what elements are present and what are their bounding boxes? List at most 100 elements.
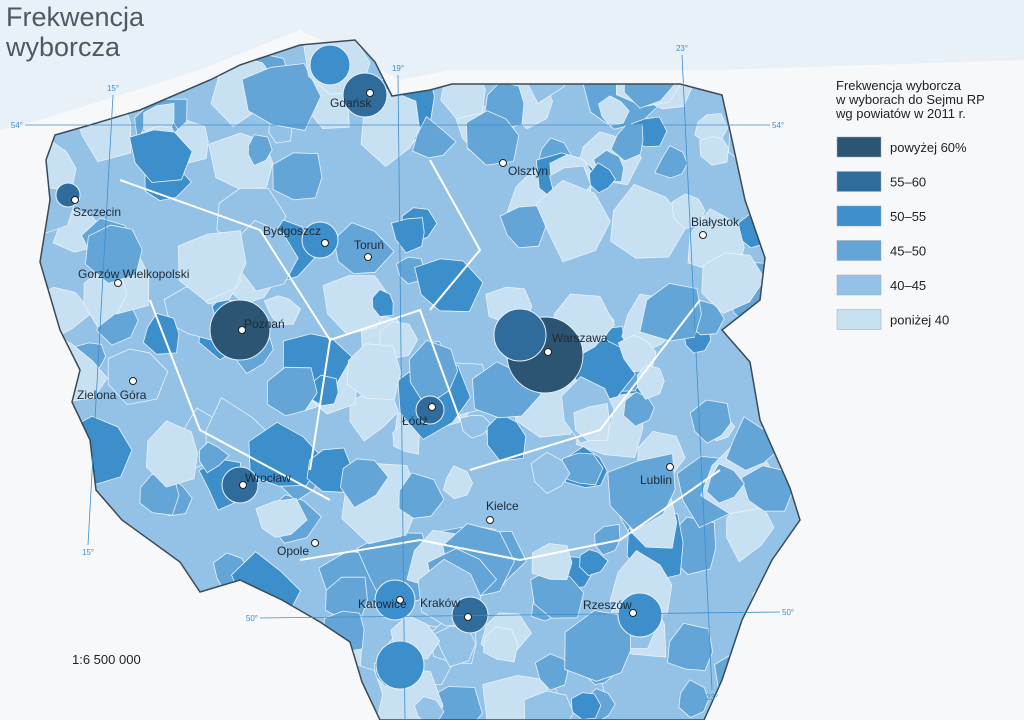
region bbox=[221, 674, 288, 720]
city-label: Białystok bbox=[691, 215, 740, 229]
region bbox=[678, 679, 709, 719]
region bbox=[195, 590, 229, 623]
title-line: Frekwencja bbox=[6, 2, 145, 32]
city-label: Gorzów Wielkopolski bbox=[78, 267, 189, 281]
city-label: Toruń bbox=[354, 238, 384, 252]
region bbox=[375, 640, 425, 690]
region bbox=[737, 685, 775, 716]
legend-swatch bbox=[836, 136, 882, 158]
region bbox=[740, 465, 794, 512]
region bbox=[263, 295, 301, 326]
region bbox=[40, 627, 69, 658]
city-marker bbox=[71, 196, 79, 204]
legend-swatch bbox=[836, 274, 882, 296]
region bbox=[768, 570, 800, 609]
region bbox=[301, 221, 339, 259]
graticule-label: 23° bbox=[706, 693, 718, 702]
region bbox=[41, 419, 88, 473]
graticule-label: 19° bbox=[392, 64, 404, 73]
legend-label: 55–60 bbox=[890, 175, 926, 190]
region bbox=[142, 312, 180, 355]
region bbox=[483, 626, 519, 663]
legend-swatch bbox=[836, 205, 882, 227]
region bbox=[570, 692, 602, 720]
city-marker bbox=[129, 377, 137, 385]
region bbox=[398, 472, 445, 519]
legend-title: w wyborach do Sejmu RP bbox=[835, 92, 985, 107]
region bbox=[322, 275, 394, 335]
meridian bbox=[87, 94, 114, 546]
region bbox=[371, 289, 394, 317]
legend-title: wg powiatów w 2011 r. bbox=[835, 106, 966, 121]
region bbox=[342, 72, 388, 118]
city-marker bbox=[366, 89, 374, 97]
legend-label: 40–45 bbox=[890, 278, 926, 293]
region bbox=[346, 343, 402, 401]
region bbox=[107, 348, 169, 406]
city-marker bbox=[321, 239, 329, 247]
city-marker bbox=[396, 596, 404, 604]
region bbox=[530, 451, 571, 494]
region bbox=[272, 152, 323, 201]
city-marker bbox=[114, 279, 122, 287]
region bbox=[589, 162, 616, 194]
graticule-label: 54° bbox=[11, 121, 23, 130]
region bbox=[309, 44, 351, 86]
region bbox=[41, 679, 90, 720]
region bbox=[413, 696, 445, 720]
legend-swatch bbox=[836, 309, 882, 330]
region bbox=[689, 399, 732, 444]
city-label: Kraków bbox=[420, 596, 460, 610]
region bbox=[607, 453, 676, 532]
meridian bbox=[397, 74, 406, 720]
legend-label: poniżej 40 bbox=[890, 313, 949, 328]
region bbox=[714, 650, 774, 710]
region bbox=[579, 549, 609, 576]
city-marker bbox=[364, 253, 372, 261]
city-label: Warszawa bbox=[552, 331, 608, 345]
region bbox=[374, 579, 416, 621]
city-marker bbox=[499, 159, 507, 167]
region bbox=[339, 458, 389, 509]
region bbox=[133, 619, 181, 656]
region bbox=[617, 592, 663, 638]
city-marker bbox=[239, 481, 247, 489]
city-marker bbox=[428, 403, 436, 411]
region bbox=[594, 523, 621, 556]
region bbox=[772, 340, 800, 367]
cities: Gdańsk Olsztyn Białystok Szczecin Bydgoszcz T… bbox=[71, 89, 740, 621]
title-line: wyborcza bbox=[5, 32, 121, 62]
region bbox=[267, 647, 299, 681]
region bbox=[573, 403, 610, 442]
city-marker bbox=[486, 516, 494, 524]
region bbox=[128, 637, 198, 705]
region bbox=[129, 129, 193, 183]
region bbox=[226, 674, 258, 702]
city-label: Rzeszów bbox=[583, 598, 632, 612]
legend-label: 45–50 bbox=[890, 244, 926, 259]
graticule-label: 15° bbox=[107, 84, 119, 93]
border bbox=[39, 39, 801, 720]
parallel bbox=[259, 611, 781, 619]
region bbox=[321, 661, 384, 720]
legend-swatch bbox=[836, 240, 882, 261]
sea bbox=[0, 0, 1024, 130]
graticule-label: 50° bbox=[782, 608, 794, 617]
region bbox=[145, 420, 198, 488]
region bbox=[409, 339, 459, 407]
region bbox=[274, 681, 353, 720]
region bbox=[247, 134, 273, 167]
region bbox=[414, 258, 484, 313]
city-marker bbox=[544, 348, 552, 356]
city-label: Olsztyn bbox=[508, 164, 548, 178]
region bbox=[671, 193, 706, 230]
region bbox=[667, 622, 714, 671]
city-marker bbox=[666, 463, 674, 471]
region bbox=[40, 362, 60, 409]
legend-label: powyżej 60% bbox=[890, 140, 967, 155]
graticule-label: 15° bbox=[82, 548, 94, 557]
graticule-label: 54° bbox=[772, 121, 784, 130]
region bbox=[598, 95, 630, 127]
